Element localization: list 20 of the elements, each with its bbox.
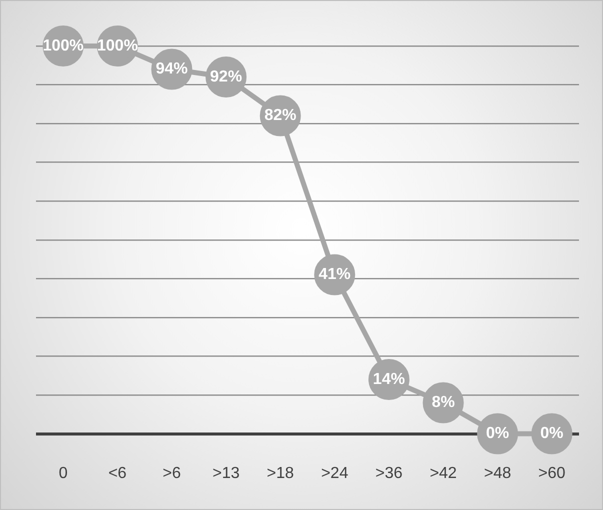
x-tick-label: >18	[266, 464, 294, 482]
data-label: 14%	[372, 370, 405, 388]
x-tick-label: <6	[108, 464, 127, 482]
data-label: 8%	[432, 394, 455, 412]
data-label: 0%	[540, 425, 564, 442]
x-tick-label: >24	[321, 464, 348, 482]
x-tick-label: >48	[484, 464, 512, 482]
data-label: 82%	[264, 107, 296, 124]
data-label: 0%	[486, 425, 510, 442]
data-label: 41%	[318, 266, 351, 284]
x-tick-label: >6	[162, 464, 181, 482]
data-label: 100%	[42, 37, 84, 54]
x-tick-label: >60	[538, 464, 566, 482]
x-tick-label: >42	[430, 464, 457, 482]
x-tick-label: >36	[375, 464, 403, 482]
x-tick-label: >13	[212, 464, 240, 482]
data-label: 100%	[96, 37, 138, 54]
data-label: 92%	[210, 68, 242, 86]
data-label: 94%	[156, 60, 188, 78]
x-tick-label: 0	[58, 464, 68, 482]
